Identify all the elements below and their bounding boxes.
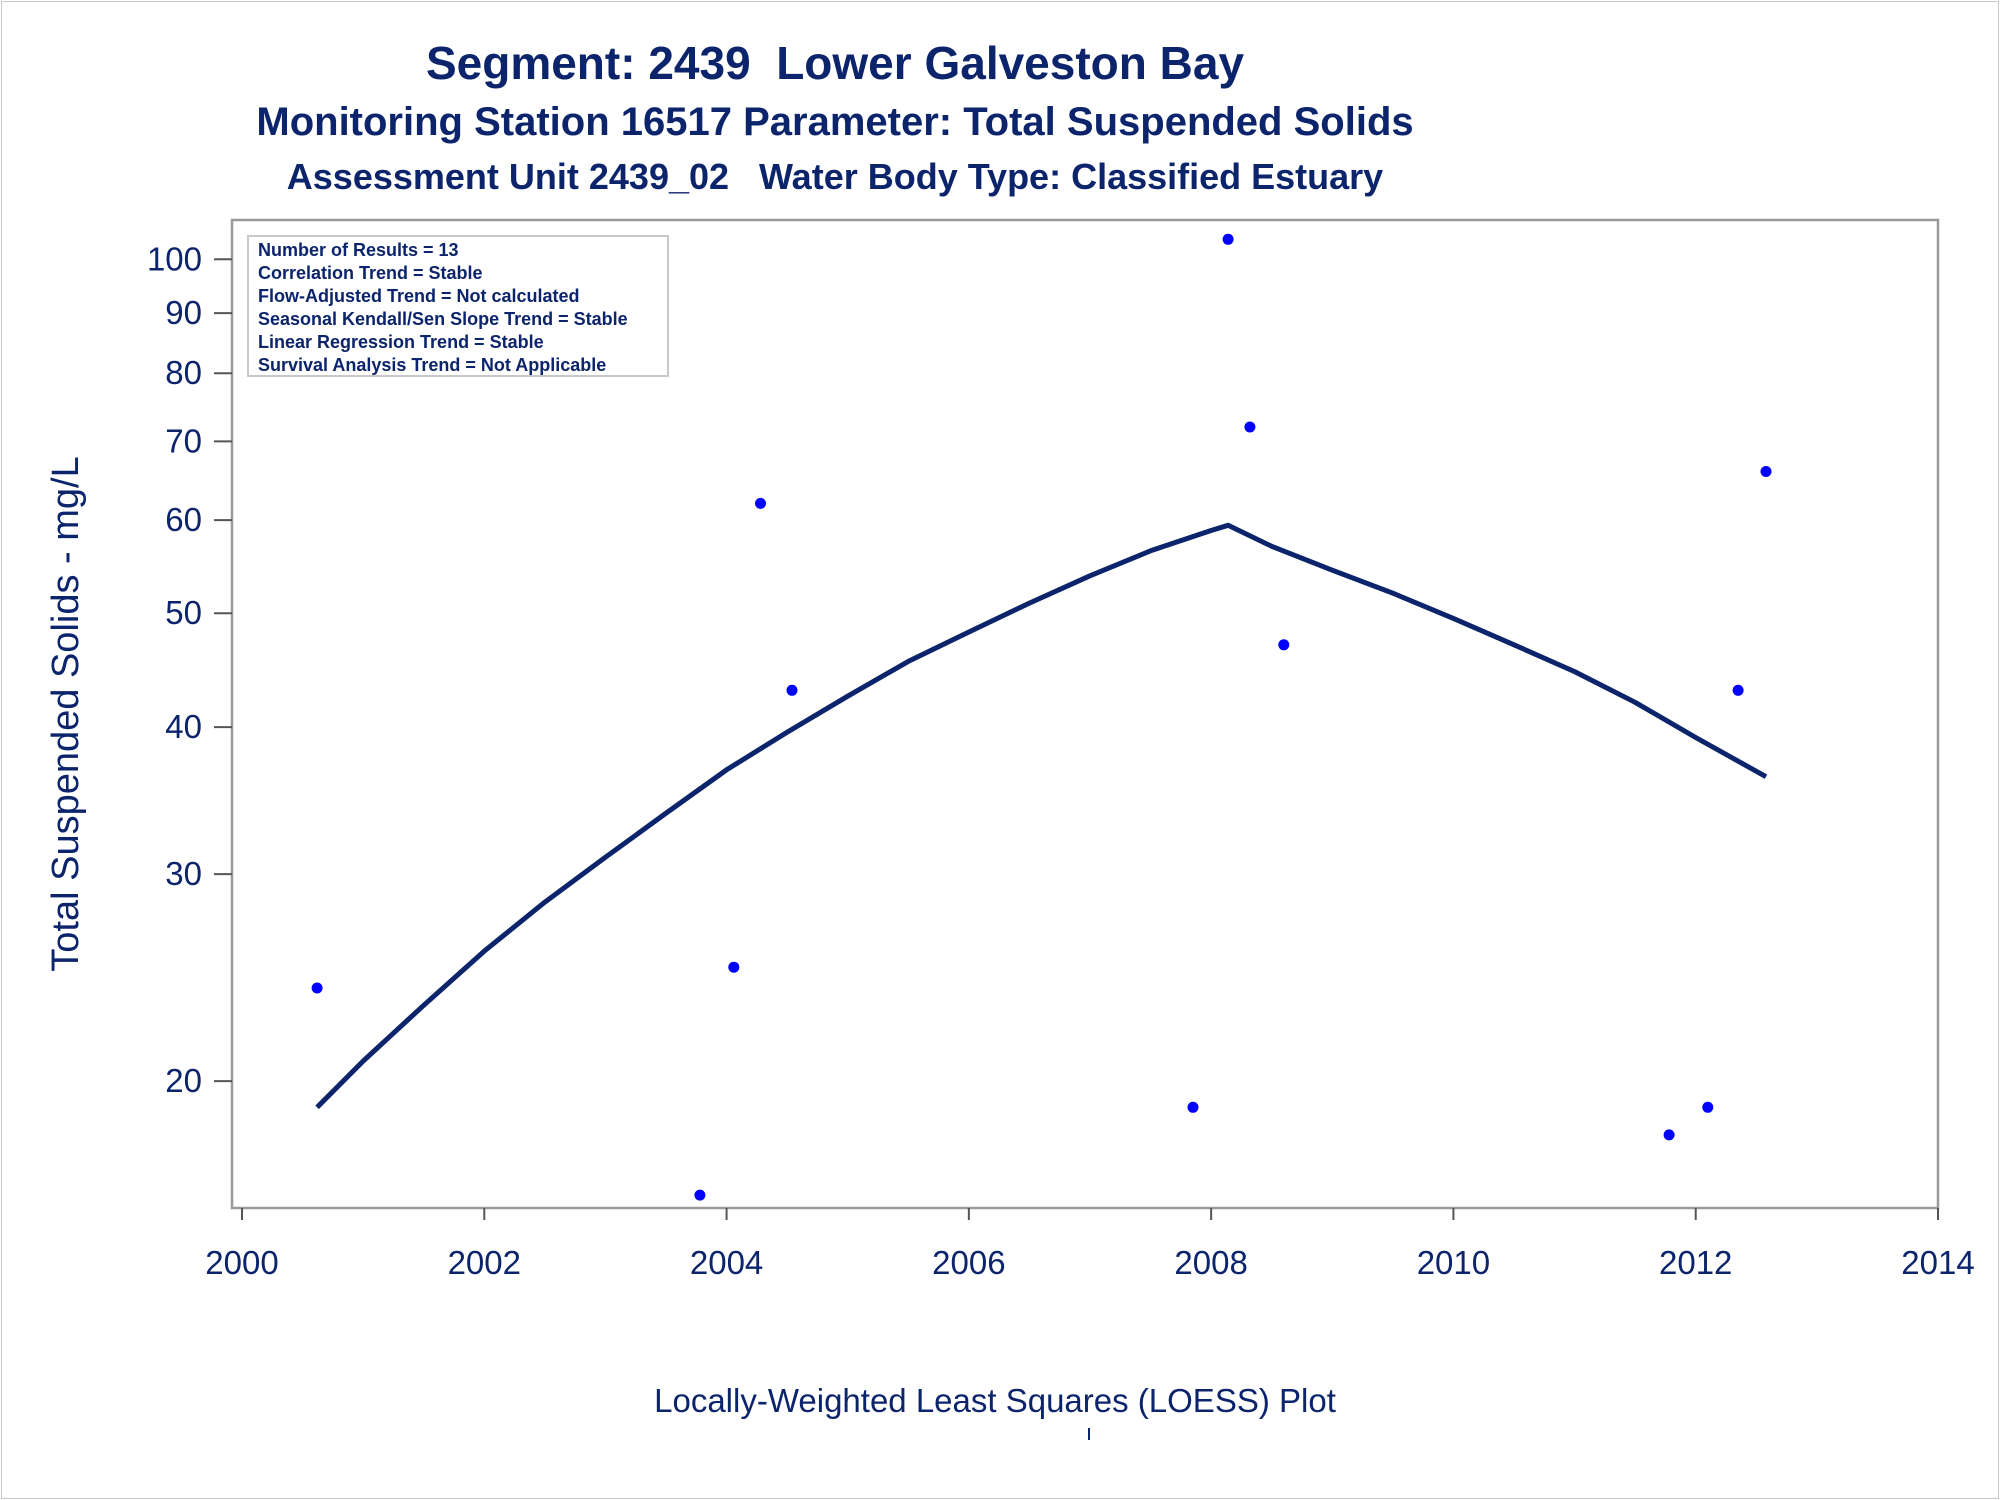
chart-subtitle-2: Assessment Unit 2439_02 Water Body Type:… bbox=[286, 156, 1384, 197]
x-tick-label: 2010 bbox=[1417, 1244, 1490, 1281]
stats-line: Flow-Adjusted Trend = Not calculated bbox=[258, 286, 580, 306]
x-tick-label: 2014 bbox=[1901, 1244, 1974, 1281]
y-tick-label: 40 bbox=[165, 708, 202, 745]
y-tick-label: 90 bbox=[165, 294, 202, 331]
x-tick-label: 2000 bbox=[205, 1244, 278, 1281]
chart-subtitle: Monitoring Station 16517 Parameter: Tota… bbox=[256, 100, 1414, 144]
footnote: Locally-Weighted Least Squares (LOESS) P… bbox=[654, 1382, 1336, 1419]
x-tick-label: 2012 bbox=[1659, 1244, 1732, 1281]
stats-box-border bbox=[247, 235, 669, 377]
data-point bbox=[728, 961, 740, 973]
x-tick-label: 2008 bbox=[1174, 1244, 1247, 1281]
data-point bbox=[1278, 639, 1290, 651]
data-point bbox=[1187, 1101, 1199, 1113]
x-tick-label: 2006 bbox=[932, 1244, 1005, 1281]
stats-line: Survival Analysis Trend = Not Applicable bbox=[258, 355, 606, 375]
y-tick-label: 20 bbox=[165, 1062, 202, 1099]
chart-title: Segment: 2439 Lower Galveston Bay bbox=[425, 37, 1245, 89]
stats-line: Linear Regression Trend = Stable bbox=[258, 332, 544, 352]
y-axis-title: Total Suspended Solids - mg/L bbox=[45, 456, 87, 971]
data-point bbox=[1732, 684, 1744, 696]
plot-area-frame bbox=[230, 218, 1940, 1210]
stats-line: Correlation Trend = Stable bbox=[258, 263, 483, 283]
data-point bbox=[1702, 1101, 1714, 1113]
data-point bbox=[786, 684, 798, 696]
stats-box: Number of Results = 13 Correlation Trend … bbox=[247, 235, 669, 377]
stats-line: Number of Results = 13 bbox=[258, 240, 459, 260]
data-point bbox=[694, 1189, 706, 1201]
footnote-marker bbox=[1088, 1428, 1090, 1440]
data-points bbox=[311, 233, 1772, 1201]
y-tick-label: 70 bbox=[165, 422, 202, 459]
y-tick-label: 60 bbox=[165, 501, 202, 538]
x-axis: 2000 2002 2004 2006 2008 2010 2012 2014 bbox=[205, 1208, 1975, 1281]
x-tick-label: 2004 bbox=[690, 1244, 763, 1281]
data-point bbox=[1222, 233, 1234, 245]
y-tick-label: 30 bbox=[165, 855, 202, 892]
data-point bbox=[755, 497, 766, 509]
y-axis: 20 30 40 50 60 70 80 90 100 bbox=[147, 240, 232, 1099]
data-point bbox=[311, 982, 323, 994]
data-point bbox=[1760, 466, 1772, 477]
loess-line bbox=[315, 522, 1768, 1110]
data-point bbox=[1663, 1129, 1675, 1141]
stats-line: Seasonal Kendall/Sen Slope Trend = Stabl… bbox=[258, 309, 628, 329]
y-tick-label: 100 bbox=[147, 240, 202, 277]
y-tick-label: 50 bbox=[165, 594, 202, 631]
data-point bbox=[1244, 421, 1256, 433]
y-tick-label: 80 bbox=[165, 354, 202, 391]
x-tick-label: 2002 bbox=[448, 1244, 521, 1281]
loess-curve bbox=[315, 522, 1768, 1110]
